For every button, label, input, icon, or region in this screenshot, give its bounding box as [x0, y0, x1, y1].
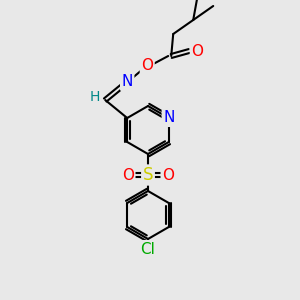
Text: N: N	[122, 74, 133, 89]
Text: N: N	[163, 110, 175, 125]
Text: H: H	[90, 90, 101, 104]
Text: O: O	[162, 167, 174, 182]
Text: O: O	[191, 44, 203, 59]
Text: S: S	[143, 166, 153, 184]
Text: O: O	[122, 167, 134, 182]
Text: Cl: Cl	[141, 242, 155, 256]
Text: O: O	[141, 58, 153, 74]
